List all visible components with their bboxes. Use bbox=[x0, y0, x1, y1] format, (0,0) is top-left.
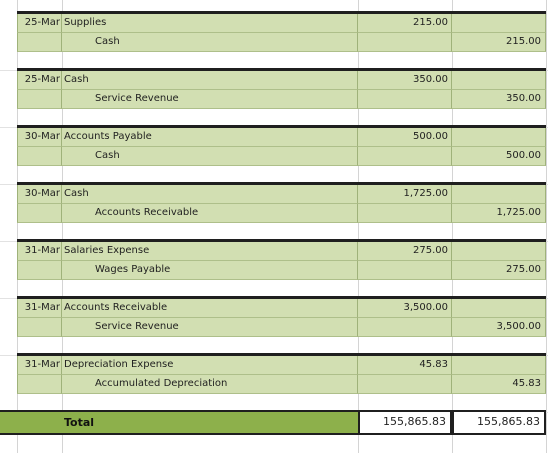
entry-separator bbox=[17, 125, 546, 128]
debit-amount[interactable]: 1,725.00 bbox=[358, 185, 452, 204]
entry-debit-row: 25-Mar Supplies 215.00 bbox=[0, 14, 548, 33]
debit-account[interactable]: Accounts Receivable bbox=[62, 299, 358, 318]
grid-line bbox=[17, 0, 18, 453]
credit-account[interactable]: Wages Payable bbox=[62, 261, 358, 280]
debit-account[interactable]: Cash bbox=[62, 71, 358, 90]
credit-account[interactable]: Service Revenue bbox=[62, 318, 358, 337]
credit-account[interactable]: Accumulated Depreciation bbox=[62, 375, 358, 394]
debit-amount[interactable]: 350.00 bbox=[358, 71, 452, 90]
credit-account[interactable]: Accounts Receivable bbox=[62, 204, 358, 223]
credit-account[interactable]: Service Revenue bbox=[62, 90, 358, 109]
empty-debit-cell[interactable] bbox=[358, 147, 452, 166]
empty-date-cell[interactable] bbox=[17, 33, 62, 52]
credit-account[interactable]: Cash bbox=[62, 33, 358, 52]
grid-line bbox=[62, 0, 63, 453]
debit-account[interactable]: Supplies bbox=[62, 14, 358, 33]
entry-debit-row: 25-Mar Cash 350.00 bbox=[0, 71, 548, 90]
entry-date[interactable]: 25-Mar bbox=[17, 71, 62, 90]
empty-debit-cell[interactable] bbox=[358, 261, 452, 280]
credit-amount[interactable]: 500.00 bbox=[452, 147, 546, 166]
entry-debit-row: 30-Mar Accounts Payable 500.00 bbox=[0, 128, 548, 147]
credit-amount[interactable]: 275.00 bbox=[452, 261, 546, 280]
empty-credit-cell[interactable] bbox=[452, 242, 546, 261]
grid-line bbox=[358, 0, 359, 453]
debit-amount[interactable]: 3,500.00 bbox=[358, 299, 452, 318]
entry-separator bbox=[17, 11, 546, 14]
entry-credit-row: Wages Payable 275.00 bbox=[0, 261, 548, 280]
entry-date[interactable]: 30-Mar bbox=[17, 128, 62, 147]
empty-debit-cell[interactable] bbox=[358, 318, 452, 337]
entry-debit-row: 30-Mar Cash 1,725.00 bbox=[0, 185, 548, 204]
entry-credit-row: Accounts Receivable 1,725.00 bbox=[0, 204, 548, 223]
entry-separator bbox=[17, 68, 546, 71]
debit-account[interactable]: Salaries Expense bbox=[62, 242, 358, 261]
debit-account[interactable]: Cash bbox=[62, 185, 358, 204]
entry-date[interactable]: 30-Mar bbox=[17, 185, 62, 204]
total-label: Total bbox=[64, 416, 95, 429]
entry-separator bbox=[17, 239, 546, 242]
entry-separator bbox=[17, 353, 546, 356]
credit-amount[interactable]: 1,725.00 bbox=[452, 204, 546, 223]
entry-credit-row: Service Revenue 3,500.00 bbox=[0, 318, 548, 337]
empty-date-cell[interactable] bbox=[17, 90, 62, 109]
debit-amount[interactable]: 275.00 bbox=[358, 242, 452, 261]
entry-debit-row: 31-Mar Accounts Receivable 3,500.00 bbox=[0, 299, 548, 318]
empty-credit-cell[interactable] bbox=[452, 128, 546, 147]
empty-date-cell[interactable] bbox=[17, 375, 62, 394]
total-label-cell[interactable]: Total bbox=[0, 410, 358, 435]
entry-credit-row: Cash 500.00 bbox=[0, 147, 548, 166]
empty-date-cell[interactable] bbox=[17, 204, 62, 223]
credit-amount[interactable]: 350.00 bbox=[452, 90, 546, 109]
grid-line bbox=[546, 0, 547, 453]
entry-separator bbox=[17, 182, 546, 185]
entry-debit-row: 31-Mar Salaries Expense 275.00 bbox=[0, 242, 548, 261]
empty-credit-cell[interactable] bbox=[452, 299, 546, 318]
entry-credit-row: Cash 215.00 bbox=[0, 33, 548, 52]
grid-line bbox=[452, 0, 453, 453]
debit-amount[interactable]: 45.83 bbox=[358, 356, 452, 375]
entry-credit-row: Service Revenue 350.00 bbox=[0, 90, 548, 109]
empty-date-cell[interactable] bbox=[17, 261, 62, 280]
entry-date[interactable]: 31-Mar bbox=[17, 242, 62, 261]
empty-credit-cell[interactable] bbox=[452, 14, 546, 33]
credit-amount[interactable]: 215.00 bbox=[452, 33, 546, 52]
empty-date-cell[interactable] bbox=[17, 318, 62, 337]
empty-debit-cell[interactable] bbox=[358, 90, 452, 109]
credit-account[interactable]: Cash bbox=[62, 147, 358, 166]
entry-debit-row: 31-Mar Depreciation Expense 45.83 bbox=[0, 356, 548, 375]
entry-date[interactable]: 25-Mar bbox=[17, 14, 62, 33]
debit-amount[interactable]: 215.00 bbox=[358, 14, 452, 33]
empty-date-cell[interactable] bbox=[17, 147, 62, 166]
credit-amount[interactable]: 3,500.00 bbox=[452, 318, 546, 337]
debit-account[interactable]: Accounts Payable bbox=[62, 128, 358, 147]
empty-debit-cell[interactable] bbox=[358, 375, 452, 394]
entry-date[interactable]: 31-Mar bbox=[17, 356, 62, 375]
empty-credit-cell[interactable] bbox=[452, 185, 546, 204]
total-credit-cell[interactable]: 155,865.83 bbox=[452, 410, 546, 435]
entry-separator bbox=[17, 296, 546, 299]
empty-debit-cell[interactable] bbox=[358, 33, 452, 52]
total-debit-cell[interactable]: 155,865.83 bbox=[358, 410, 452, 435]
empty-credit-cell[interactable] bbox=[452, 356, 546, 375]
empty-debit-cell[interactable] bbox=[358, 204, 452, 223]
entry-date[interactable]: 31-Mar bbox=[17, 299, 62, 318]
credit-amount[interactable]: 45.83 bbox=[452, 375, 546, 394]
total-row: Total 155,865.83 155,865.83 bbox=[0, 410, 548, 435]
empty-credit-cell[interactable] bbox=[452, 71, 546, 90]
debit-amount[interactable]: 500.00 bbox=[358, 128, 452, 147]
entry-credit-row: Accumulated Depreciation 45.83 bbox=[0, 375, 548, 394]
debit-account[interactable]: Depreciation Expense bbox=[62, 356, 358, 375]
